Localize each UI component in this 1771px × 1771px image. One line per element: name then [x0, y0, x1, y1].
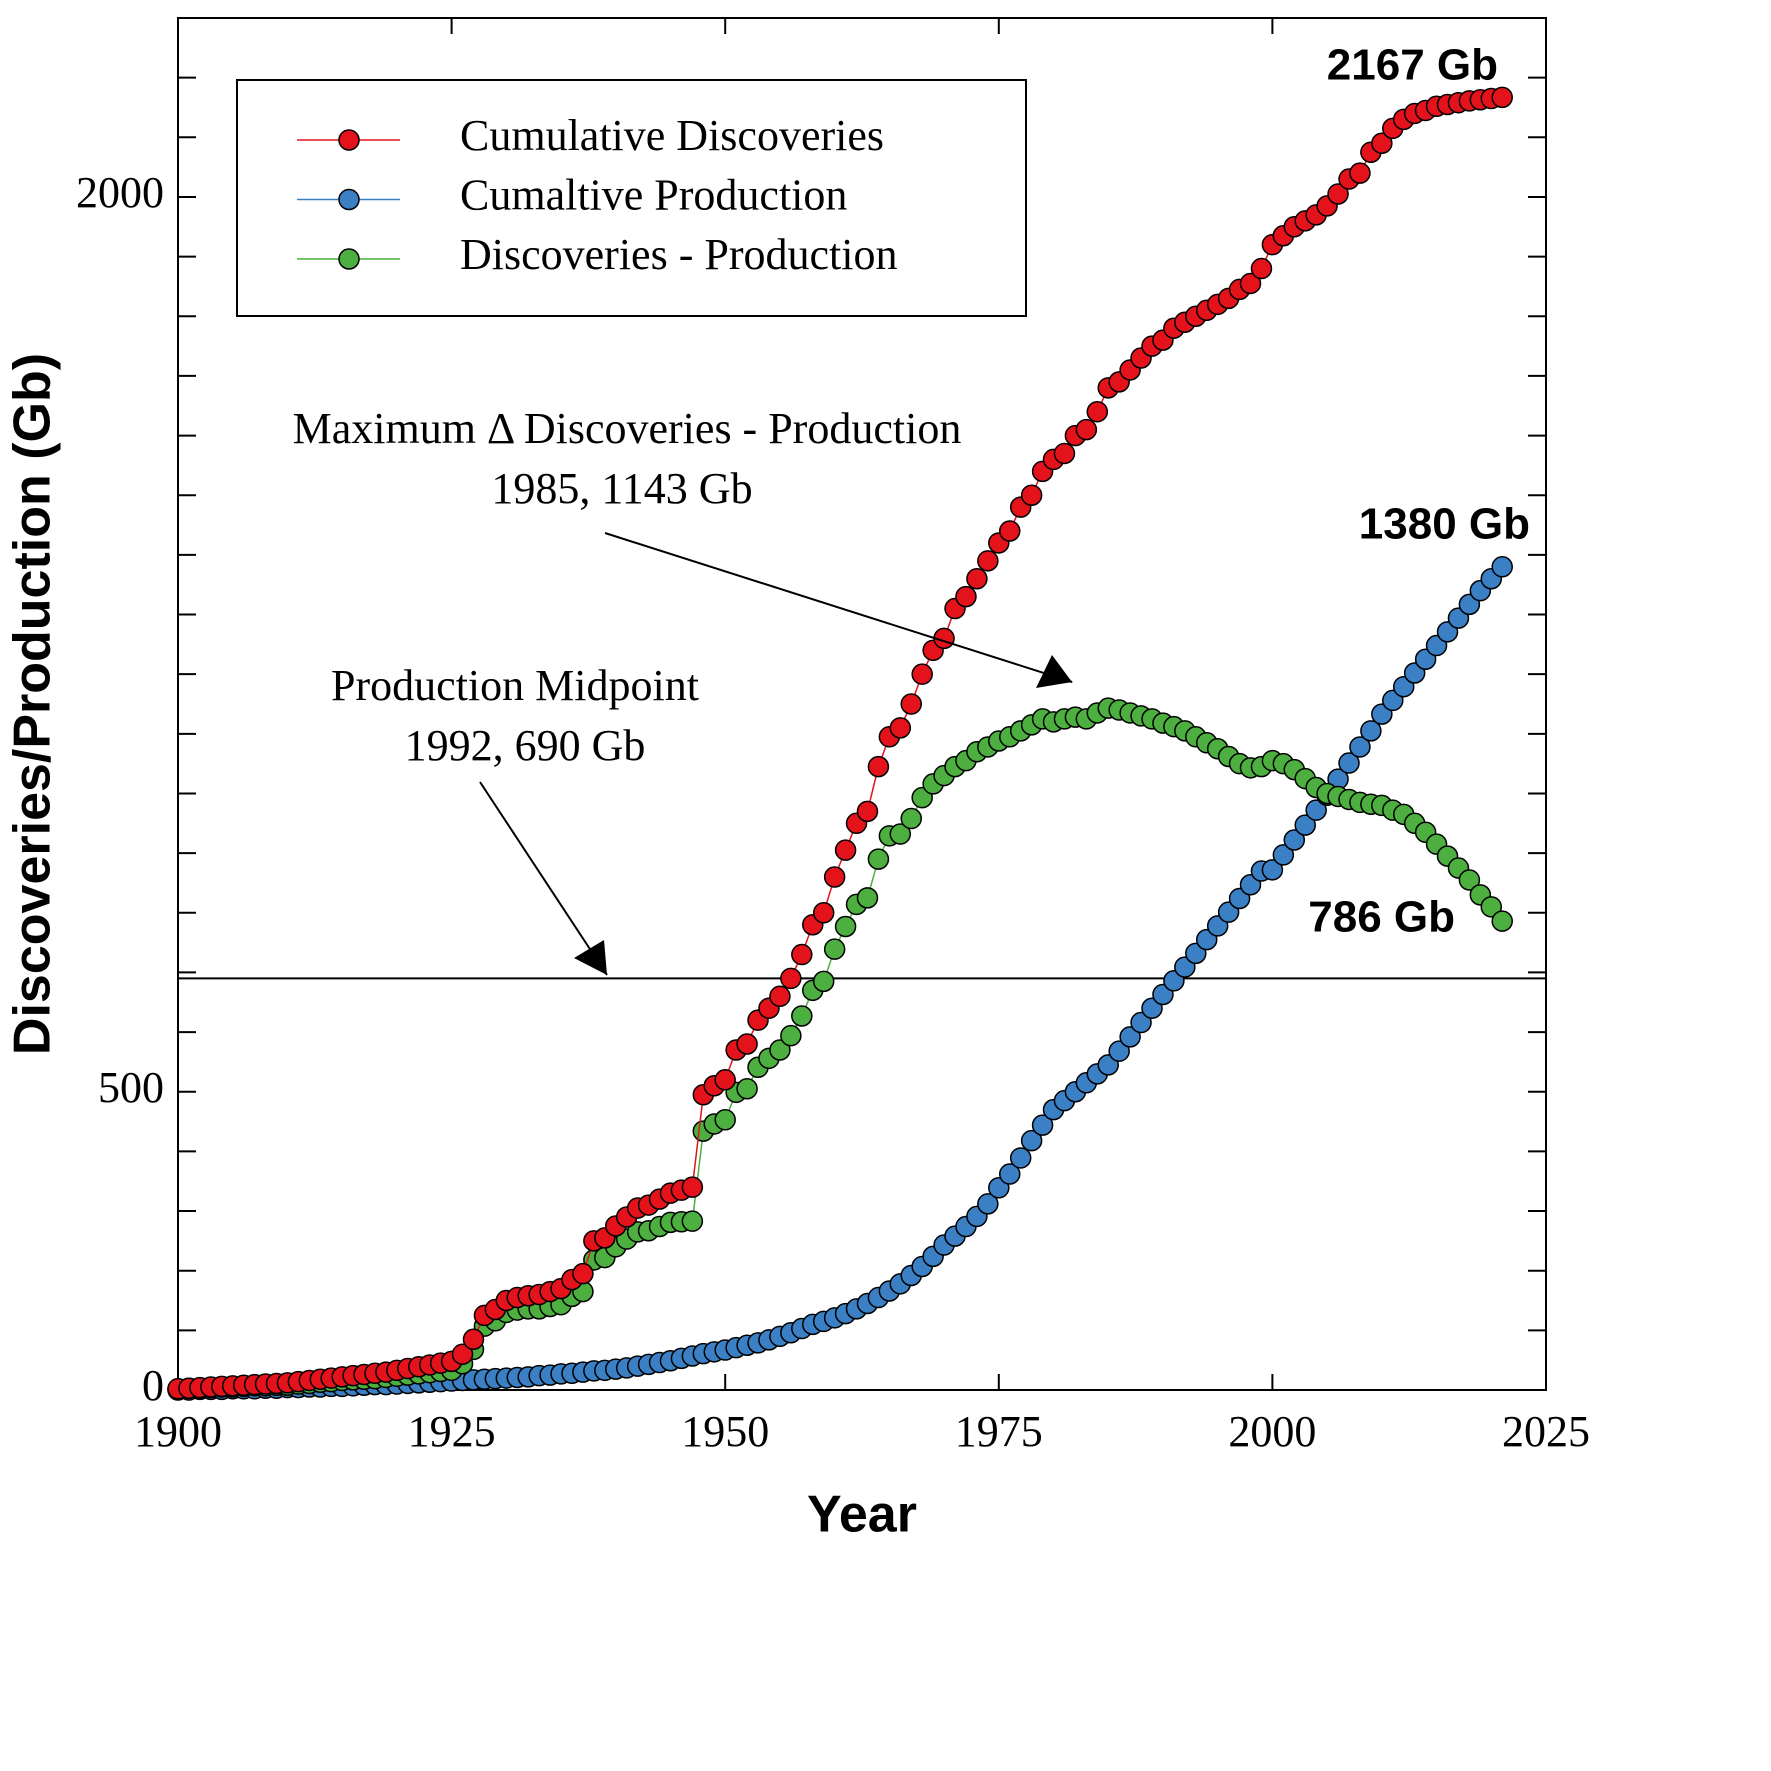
- data-point: [823, 938, 846, 960]
- data-point: [812, 902, 835, 924]
- data-point: [889, 823, 912, 845]
- data-point: [1491, 910, 1513, 932]
- legend: Cumulative Discoveries Cumaltive Producti…: [297, 111, 897, 279]
- x-tick-label: 1900: [134, 1407, 222, 1456]
- annotation: 1992, 690 Gb: [405, 721, 646, 770]
- data-point: [1338, 752, 1360, 774]
- data-point: [1283, 829, 1306, 851]
- data-point: [856, 887, 879, 909]
- data-point: [856, 800, 879, 823]
- data-point: [1108, 1040, 1130, 1062]
- data-point: [780, 967, 802, 990]
- data-point: [834, 915, 857, 938]
- ticks: 1900 1925 1950 1975 2000 2025 0 500 2000: [76, 18, 1590, 1456]
- x-axis-label: Year: [807, 1486, 917, 1544]
- data-point: [572, 1262, 594, 1285]
- data-point: [1272, 844, 1295, 866]
- x-tick-label: 1925: [408, 1407, 496, 1456]
- data-point: [1480, 896, 1503, 918]
- legend-label: Discoveries - Production: [460, 230, 897, 279]
- data-point: [736, 1033, 758, 1055]
- data-point: [1349, 162, 1371, 184]
- arrow-head: [574, 940, 607, 975]
- x-tick-label: 2000: [1228, 1407, 1316, 1456]
- y-axis-label: Discoveries/Production (Gb): [4, 353, 62, 1055]
- data-point: [714, 1109, 736, 1131]
- data-point: [736, 1078, 758, 1100]
- data-point: [1053, 442, 1076, 465]
- legend-marker: [338, 248, 360, 270]
- series-line: [177, 707, 1503, 1390]
- data-point: [1250, 257, 1273, 280]
- data-point: [1294, 814, 1316, 836]
- data-point: [867, 848, 890, 870]
- plot-frame: [177, 17, 1547, 1391]
- end-label: 786 Gb: [1308, 893, 1455, 942]
- data-point: [998, 520, 1021, 542]
- annotation-arrow: [604, 532, 1073, 684]
- data-point: [462, 1328, 485, 1351]
- data-point: [867, 755, 890, 778]
- data-point: [1020, 1129, 1043, 1152]
- data-point: [812, 970, 835, 993]
- legend-marker: [338, 188, 360, 211]
- end-label: 2167 Gb: [1327, 41, 1498, 90]
- data-point: [681, 1176, 704, 1198]
- y-tick-label: 0: [142, 1361, 164, 1410]
- data-point: [1491, 86, 1513, 109]
- annotation-arrow: [479, 781, 608, 976]
- data-point: [714, 1069, 736, 1091]
- data-point: [1075, 418, 1098, 441]
- legend-marker: [338, 129, 360, 151]
- data-point: [1130, 1011, 1152, 1034]
- data-point: [769, 1039, 791, 1061]
- end-label: 1380 Gb: [1359, 500, 1530, 549]
- data-point: [780, 1024, 802, 1047]
- y-tick-label: 2000: [76, 168, 164, 217]
- data-point: [889, 717, 912, 739]
- data-point: [977, 1193, 999, 1215]
- data-point: [791, 1005, 813, 1027]
- data-point: [955, 585, 977, 608]
- data-point: [966, 567, 988, 590]
- data-point: [1119, 1026, 1141, 1048]
- data-point: [911, 663, 933, 685]
- data-point: [1360, 720, 1382, 742]
- data-point: [1086, 400, 1109, 423]
- data-point: [1458, 869, 1481, 891]
- y-tick-label: 500: [98, 1063, 164, 1112]
- annotation: Production Midpoint: [331, 661, 699, 710]
- data-point: [1261, 859, 1284, 881]
- data-point: [1305, 799, 1327, 821]
- data-point: [1031, 1114, 1054, 1136]
- data-point: [900, 807, 922, 830]
- data-point: [1349, 736, 1371, 758]
- x-tick-label: 1975: [955, 1407, 1043, 1456]
- data-point: [834, 839, 857, 861]
- data-point: [1327, 183, 1349, 205]
- data-point: [823, 866, 846, 888]
- data-point: [1491, 556, 1513, 578]
- data-point: [1239, 272, 1262, 295]
- legend-box: [236, 79, 1027, 317]
- data-point: [681, 1210, 704, 1232]
- x-tick-label: 1950: [681, 1407, 769, 1456]
- series: [167, 86, 1513, 1401]
- data-point: [769, 985, 791, 1008]
- data-point: [451, 1343, 474, 1365]
- data-point: [1009, 1147, 1032, 1169]
- data-point: [900, 693, 922, 715]
- x-tick-label: 2025: [1502, 1407, 1590, 1456]
- legend-label: Cumaltive Production: [460, 171, 847, 220]
- data-point: [977, 550, 999, 572]
- data-point: [1020, 484, 1043, 506]
- legend-label: Cumulative Discoveries: [460, 111, 884, 160]
- annotation: Maximum Δ Discoveries - Production: [293, 404, 962, 453]
- data-point: [791, 943, 813, 966]
- arrow-head: [1036, 655, 1072, 688]
- annotation: 1985, 1143 Gb: [491, 464, 752, 513]
- data-point: [1371, 132, 1393, 155]
- data-point: [998, 1163, 1021, 1185]
